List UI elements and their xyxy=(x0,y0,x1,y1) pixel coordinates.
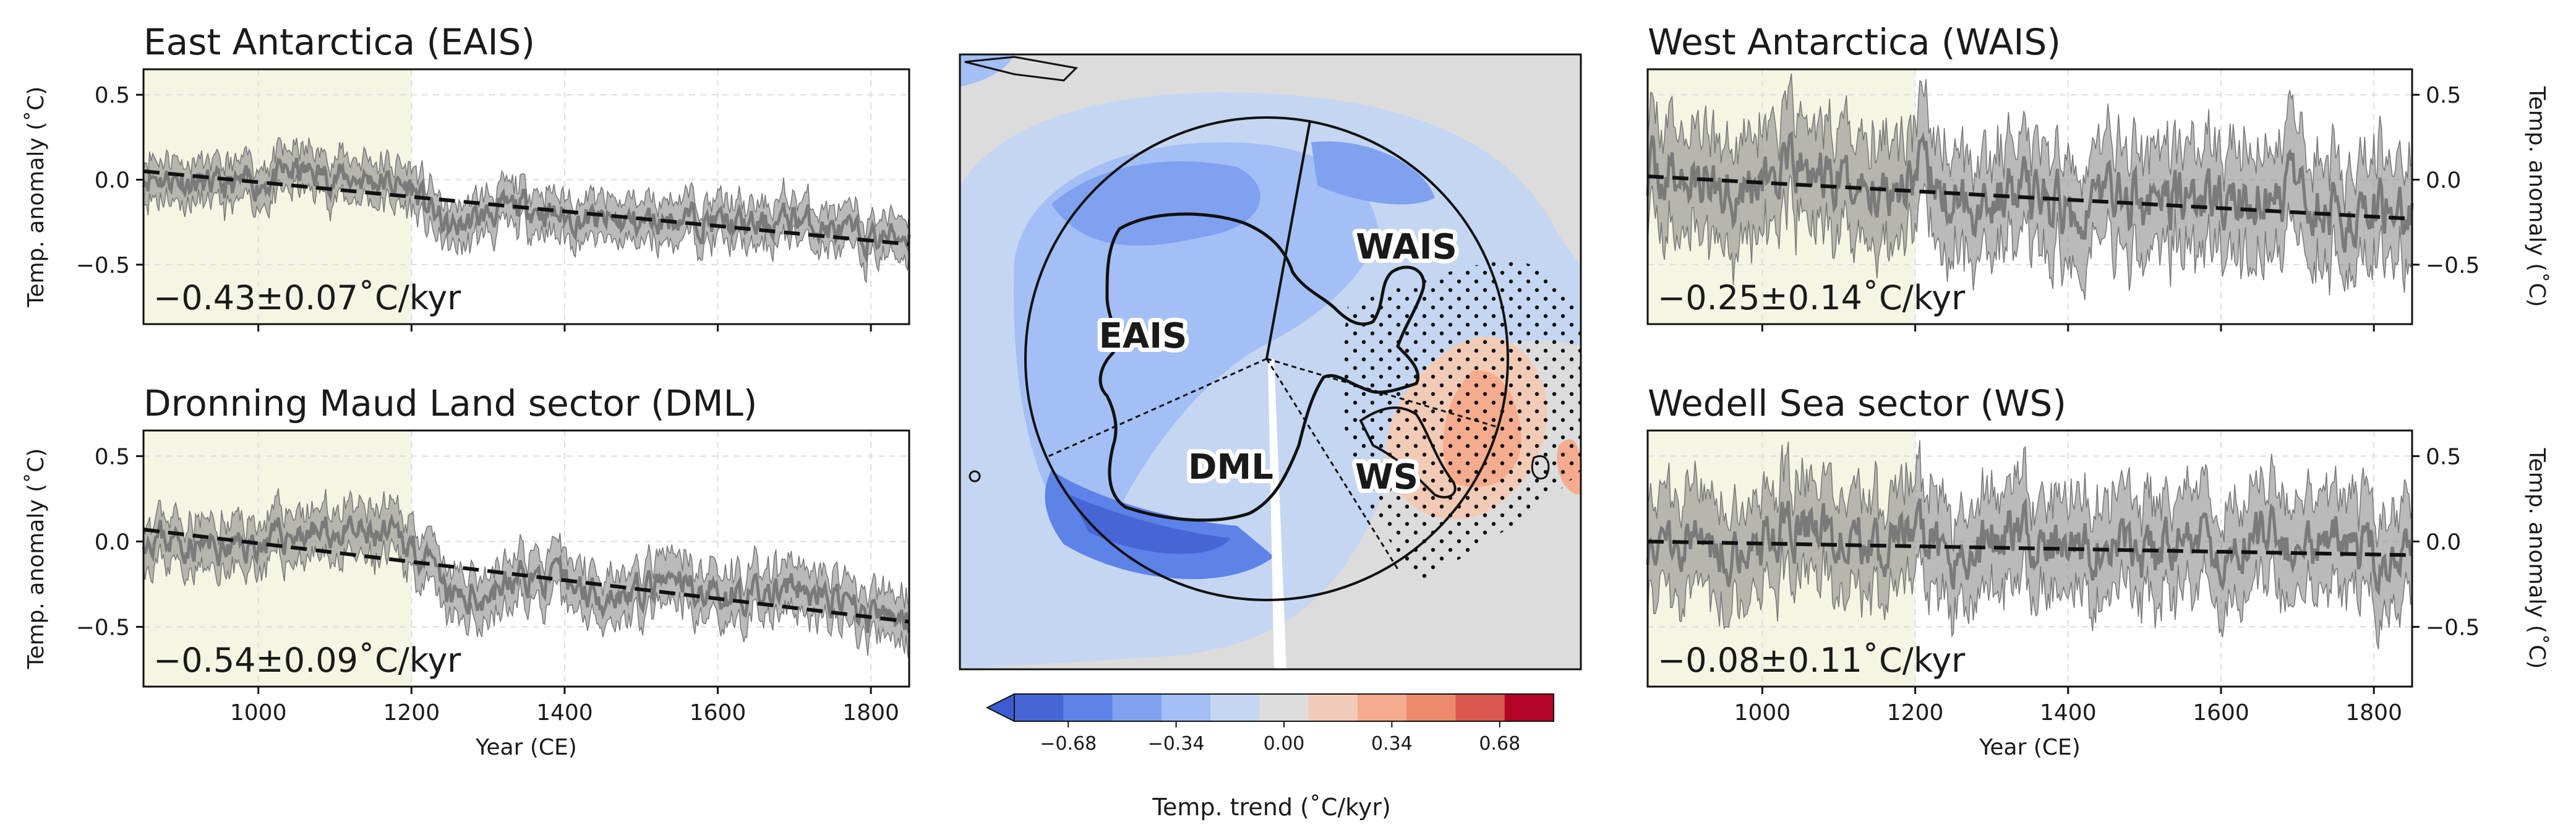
wais-trend-label: −0.25±0.14˚C/kyr xyxy=(1658,278,1966,317)
map-dml-boundary-right xyxy=(1265,358,1399,570)
panel-dml: Dronning Maud Land sector (DML) −0.54±0.0… xyxy=(24,382,911,760)
colorbar-extend-arrow xyxy=(985,693,1015,722)
dml-ylabel: Temp. anomaly (˚C) xyxy=(24,448,49,670)
ws-ylabel: Temp. anomaly (˚C) xyxy=(2524,448,2549,669)
map-frame xyxy=(959,53,1582,671)
colorbar-tick-label-3: 0.34 xyxy=(1371,733,1413,755)
ws-mean-line xyxy=(1646,497,2413,596)
map-coast-corner xyxy=(964,56,1079,82)
eais-ytick-label-0: −0.5 xyxy=(76,253,130,278)
dml-mean-line xyxy=(142,513,911,633)
ws-xtick-label-2: 1400 xyxy=(2040,700,2097,726)
wais-frame xyxy=(1646,68,2413,325)
dml-xtick-label-1: 1200 xyxy=(383,700,440,726)
wais-title: West Antarctica (WAIS) xyxy=(1648,21,2061,63)
ws-xtick-label-0: 1000 xyxy=(1734,700,1791,726)
map-region-labels: EAIS WAIS DML WS xyxy=(1095,223,1461,502)
colorbar-tick-label-2: 0.00 xyxy=(1264,733,1305,755)
dml-xlabel: Year (CE) xyxy=(475,735,577,760)
ws-xtick-label-1: 1200 xyxy=(1887,700,1944,726)
dml-xtick-label-2: 1400 xyxy=(536,700,593,726)
wais-mean-line xyxy=(1646,131,2414,253)
eais-ytick-label-1: 0.0 xyxy=(95,168,130,194)
map-trend-corner-blue xyxy=(960,54,1014,87)
eais-title: East Antarctica (EAIS) xyxy=(143,21,535,63)
dml-trend-line xyxy=(143,528,910,624)
wais-trend-line xyxy=(1647,174,2413,221)
eais-frame xyxy=(142,68,910,325)
dml-title: Dronning Maud Land sector (DML) xyxy=(143,382,757,424)
ws-xlabel: Year (CE) xyxy=(1979,735,2081,760)
map-small-island xyxy=(969,470,981,482)
map-grid-gap xyxy=(1268,359,1286,669)
map-label-ws: WS xyxy=(1355,457,1418,497)
ws-title: Wedell Sea sector (WS) xyxy=(1648,382,2066,424)
map-trend-darkest-blue xyxy=(1070,495,1231,554)
colorbar-bin-8 xyxy=(1406,694,1456,721)
eais-trend-label: −0.43±0.07˚C/kyr xyxy=(153,278,461,317)
colorbar-bin-3 xyxy=(1161,694,1211,721)
dml-ytick-label-0: −0.5 xyxy=(76,615,130,640)
ws-xtick-label-4: 1800 xyxy=(2345,700,2402,726)
colorbar-bin-4 xyxy=(1210,694,1260,721)
colorbar-tick-label-1: −0.34 xyxy=(1148,733,1205,755)
colorbar-bin-6 xyxy=(1308,694,1358,721)
map-dml-boundary-left xyxy=(1045,358,1267,459)
panel-wais: West Antarctica (WAIS) −0.25±0.14˚C/kyr −0… xyxy=(1646,21,2549,332)
map-label-wais: WAIS xyxy=(1356,227,1457,267)
colorbar-bin-1 xyxy=(1063,694,1113,721)
ws-ytick-label-1: 0.0 xyxy=(2426,529,2461,555)
ws-ytick-label-2: 0.5 xyxy=(2426,444,2461,469)
map-ws-boundary xyxy=(1266,358,1497,428)
dml-ytick-label-2: 0.5 xyxy=(95,444,130,469)
colorbar-label: Temp. trend (˚C/kyr) xyxy=(1152,794,1391,821)
map-field xyxy=(960,54,1581,669)
colorbar-bin-0 xyxy=(1014,694,1064,721)
dml-frame xyxy=(142,429,910,688)
colorbar-bin-9 xyxy=(1455,694,1505,721)
wais-ytick-label-2: 0.5 xyxy=(2426,83,2461,108)
ws-frame xyxy=(1646,429,2413,688)
map-sector-circle xyxy=(1024,116,1509,601)
eais-ylabel: Temp. anomaly (˚C) xyxy=(24,87,49,308)
wais-ytick-label-1: 0.0 xyxy=(2426,168,2461,194)
map-peninsula xyxy=(1359,406,1457,499)
ws-trend-line xyxy=(1647,539,2413,557)
map-trend-mid-blue-2 xyxy=(1311,141,1435,205)
dml-xtick-label-4: 1800 xyxy=(842,700,899,726)
ws-xtick-label-3: 1600 xyxy=(2193,700,2249,726)
dml-xtick-label-0: 1000 xyxy=(230,700,287,726)
colorbar-tick-label-4: 0.68 xyxy=(1479,733,1520,755)
map-island xyxy=(1531,455,1550,480)
panel-eais: East Antarctica (EAIS) −0.43±0.07˚C/kyr −0… xyxy=(24,21,911,332)
wais-ytick-label-0: −0.5 xyxy=(2426,253,2480,278)
colorbar: −0.68 −0.34 0.00 0.34 0.68 Temp. trend (˚C/ky… xyxy=(985,693,1554,821)
dml-ytick-label-1: 0.0 xyxy=(95,529,130,555)
eais-trend-line xyxy=(143,169,910,246)
map-panel: EAIS WAIS DML WS xyxy=(959,53,1582,671)
map-label-dml: DML xyxy=(1188,447,1273,487)
dml-trend-label: −0.54±0.09˚C/kyr xyxy=(153,641,461,680)
dml-xtick-label-3: 1600 xyxy=(690,700,747,726)
map-eais-wais-boundary xyxy=(1265,121,1311,359)
colorbar-bin-7 xyxy=(1357,694,1407,721)
map-label-eais: EAIS xyxy=(1099,316,1187,356)
ws-trend-label: −0.08±0.11˚C/kyr xyxy=(1658,641,1966,680)
eais-ytick-label-2: 0.5 xyxy=(95,83,130,108)
ws-ytick-label-0: −0.5 xyxy=(2426,615,2480,640)
colorbar-bin-5 xyxy=(1259,694,1309,721)
map-trend-deep-blue xyxy=(1045,470,1274,580)
wais-ylabel: Temp. anomaly (˚C) xyxy=(2524,86,2549,307)
colorbar-bin-2 xyxy=(1112,694,1162,721)
colorbar-bin-10 xyxy=(1504,694,1554,721)
colorbar-tick-label-0: −0.68 xyxy=(1040,733,1097,755)
panel-ws: Wedell Sea sector (WS) −0.08±0.11˚C/kyr 10… xyxy=(1646,382,2549,760)
